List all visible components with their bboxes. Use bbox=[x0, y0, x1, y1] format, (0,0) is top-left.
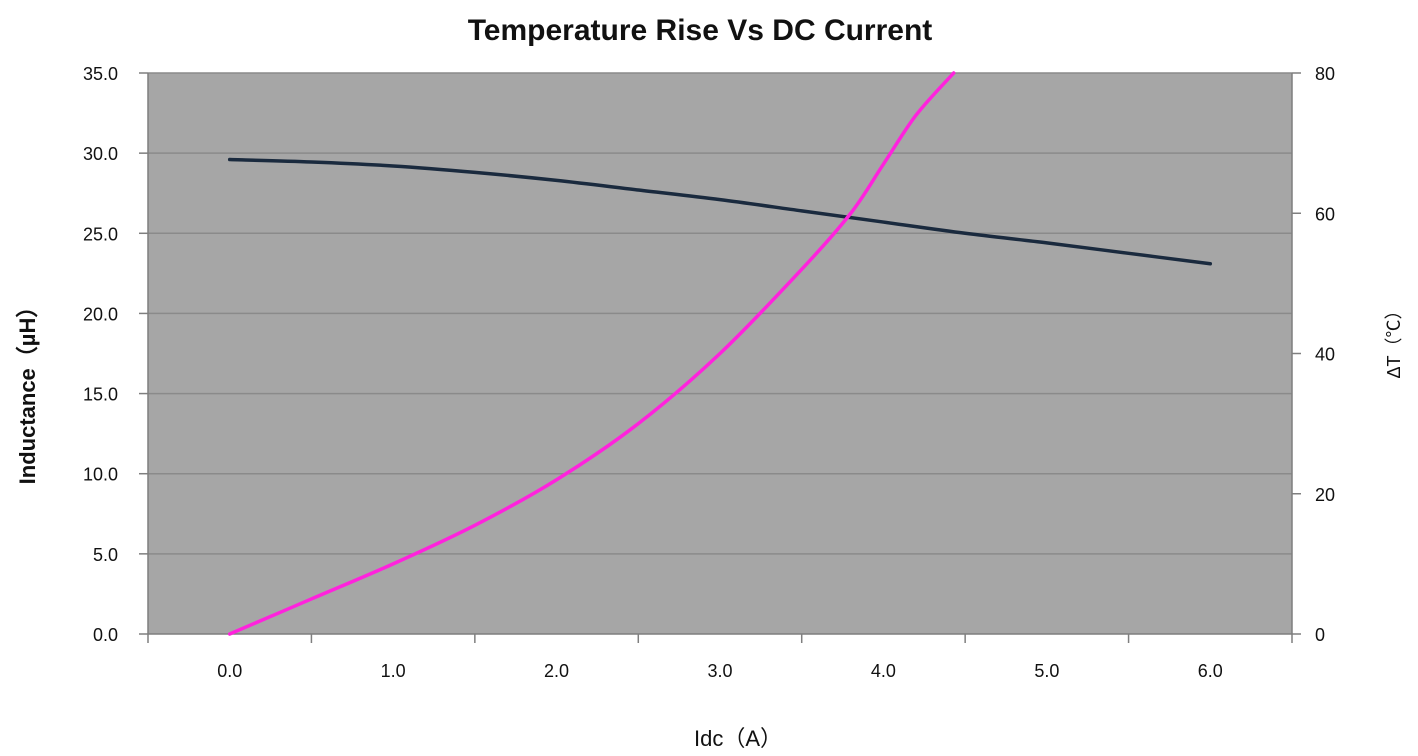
axes bbox=[139, 72, 1301, 643]
y-tick-label: 35.0 bbox=[83, 64, 118, 84]
x-tick-label: 4.0 bbox=[871, 661, 896, 681]
y-axis-title: Inductance（µH） bbox=[15, 296, 40, 485]
y2-tick-label: 60 bbox=[1315, 204, 1335, 224]
y2-tick-label: 40 bbox=[1315, 345, 1335, 365]
y2-tick-label: 0 bbox=[1315, 625, 1325, 645]
y-tick-label: 25.0 bbox=[83, 224, 118, 244]
right-axis-ticks: 0 20 40 60 80 bbox=[1315, 64, 1335, 645]
y-tick-label: 15.0 bbox=[83, 385, 118, 405]
series-group bbox=[227, 71, 1213, 636]
y-tick-label: 30.0 bbox=[83, 144, 118, 164]
y2-tick-label: 20 bbox=[1315, 485, 1335, 505]
inductance-series-line bbox=[227, 157, 1213, 266]
x-tick-label: 1.0 bbox=[381, 661, 406, 681]
y-tick-label: 5.0 bbox=[93, 545, 118, 565]
x-tick-label: 0.0 bbox=[217, 661, 242, 681]
chart-title: Temperature Rise Vs DC Current bbox=[468, 14, 933, 47]
x-tick-label: 3.0 bbox=[707, 661, 732, 681]
gridlines bbox=[148, 72, 1292, 555]
x-axis-title: Idc（A） bbox=[694, 726, 782, 751]
left-axis-ticks: 0.0 5.0 10.0 15.0 20.0 25.0 30.0 35.0 bbox=[83, 64, 118, 645]
x-axis-ticks: 0.0 1.0 2.0 3.0 4.0 5.0 6.0 bbox=[217, 661, 1223, 681]
y-tick-label: 0.0 bbox=[93, 625, 118, 645]
y2-axis-title: ΔT（℃） bbox=[1384, 301, 1404, 378]
x-tick-label: 6.0 bbox=[1198, 661, 1223, 681]
x-tick-label: 5.0 bbox=[1034, 661, 1059, 681]
y-tick-label: 10.0 bbox=[83, 465, 118, 485]
y-tick-label: 20.0 bbox=[83, 304, 118, 324]
x-tick-label: 2.0 bbox=[544, 661, 569, 681]
y2-tick-label: 80 bbox=[1315, 64, 1335, 84]
temperature-series-line bbox=[227, 71, 956, 636]
